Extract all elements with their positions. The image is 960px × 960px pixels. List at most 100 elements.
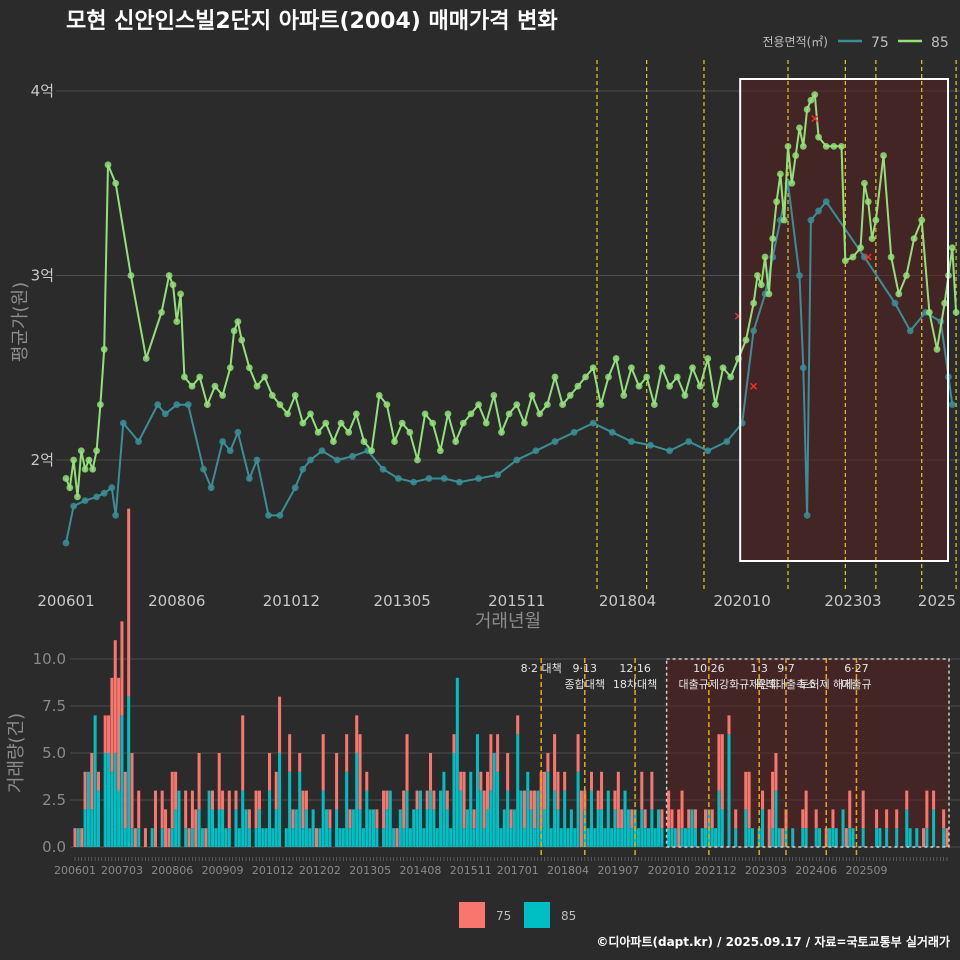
volume-bar-75: [402, 790, 406, 829]
volume-bar-85: [113, 753, 117, 847]
price-point-85: [830, 142, 838, 150]
volume-bar-85: [76, 828, 80, 847]
volume-bar-85: [546, 771, 550, 847]
volume-bar-85: [942, 828, 946, 847]
volume-bar-85: [509, 828, 513, 847]
volume-bar-85: [345, 771, 349, 847]
volume-bar-75: [375, 809, 379, 829]
volume-bar-85: [341, 828, 345, 847]
volume-bar-75: [301, 790, 305, 829]
price-point-75: [807, 216, 815, 224]
volume-bar-85: [184, 828, 188, 847]
volume-y-tick-label: 2.5: [42, 791, 66, 809]
volume-bar-85: [623, 790, 627, 847]
price-point-85: [784, 142, 792, 150]
price-point-85: [77, 447, 85, 455]
volume-bar-75: [133, 828, 137, 847]
volume-bar-85: [690, 809, 694, 847]
volume-bar-75: [328, 809, 332, 829]
volume-bar-85: [177, 790, 181, 847]
volume-bar-75: [73, 828, 77, 847]
price-point-85: [467, 410, 475, 418]
volume-bar-85: [774, 790, 778, 847]
volume-bar-75: [496, 734, 500, 772]
volume-bar-85: [640, 809, 644, 847]
volume-bar-85: [200, 828, 204, 847]
volume-bar-85: [596, 809, 600, 847]
price-point-85: [803, 106, 811, 113]
price-point-75: [704, 447, 712, 455]
price-point-75: [349, 452, 356, 460]
volume-bar-85: [375, 828, 379, 847]
volume-bar-85: [335, 809, 339, 847]
volume-bar-75: [143, 828, 147, 847]
price-point-85: [612, 355, 620, 362]
volume-bar-85: [643, 828, 647, 847]
volume-bar-85: [606, 790, 610, 847]
volume-bar-85: [210, 809, 215, 847]
volume-bar-85: [650, 809, 654, 847]
volume-bar-75: [814, 809, 818, 829]
volume-x-tick-label: 202509: [846, 864, 888, 877]
price-point-85: [895, 290, 903, 298]
volume-bar-75: [543, 771, 547, 810]
volume-y-tick-label: 5.0: [42, 744, 66, 762]
volume-bar-85: [418, 790, 422, 847]
price-point-75: [456, 478, 463, 486]
price-x-axis-title: 거래년월: [475, 611, 541, 632]
volume-x-tick-label: 201012: [252, 864, 294, 877]
volume-bar-85: [875, 828, 879, 847]
price-point-75: [219, 438, 227, 445]
price-point-85: [93, 447, 100, 455]
price-point-85: [169, 281, 177, 289]
price-point-75: [394, 475, 402, 482]
price-point-85: [792, 152, 800, 159]
volume-bar-85: [589, 790, 594, 847]
price-point-75: [815, 207, 822, 215]
price-point-85: [521, 419, 528, 427]
volume-bar-85: [771, 828, 775, 847]
price-point-85: [528, 392, 536, 399]
price-x-tick-label: 201511: [488, 592, 545, 610]
price-point-75: [100, 489, 108, 497]
volume-bar-75: [509, 809, 513, 829]
price-x-marker: [811, 115, 819, 123]
volume-bar-75: [227, 790, 231, 829]
price-point-85: [398, 419, 406, 427]
price-point-75: [245, 475, 253, 482]
price-point-75: [318, 447, 326, 455]
price-point-85: [776, 170, 784, 178]
volume-bar-85: [371, 809, 376, 847]
price-point-85: [788, 179, 796, 187]
volume-bar-75: [355, 715, 359, 753]
volume-bar-85: [271, 828, 275, 847]
policy-annotation: 6·27: [844, 662, 869, 675]
volume-bar-75: [204, 828, 208, 847]
price-x-tick-label: 2025: [918, 592, 956, 610]
price-x-marker: [750, 382, 758, 390]
volume-bar-75: [482, 790, 486, 829]
price-point-85: [773, 198, 780, 206]
volume-bar-75: [90, 753, 94, 810]
price-point-75: [253, 456, 261, 464]
policy-annotation: 12·16: [619, 662, 651, 675]
price-point-75: [119, 419, 127, 427]
price-point-75: [425, 475, 433, 482]
price-point-75: [666, 447, 673, 455]
price-point-85: [635, 382, 643, 390]
volume-bar-75: [761, 790, 765, 810]
volume-bar-75: [268, 753, 272, 791]
volume-bar-85: [636, 828, 640, 847]
price-y-tick-label: 2억: [31, 451, 54, 469]
volume-bar-75: [184, 790, 188, 829]
volume-bar-85: [683, 828, 687, 847]
volume-bar-75: [137, 790, 141, 829]
volume-bar-75: [710, 809, 714, 829]
volume-bar-75: [720, 734, 724, 810]
volume-bar-85: [197, 809, 201, 847]
volume-bar-85: [472, 828, 476, 847]
volume-y-tick-label: 0.0: [42, 838, 66, 856]
price-point-85: [864, 198, 872, 206]
volume-bar-85: [241, 790, 245, 847]
price-point-85: [589, 364, 597, 372]
